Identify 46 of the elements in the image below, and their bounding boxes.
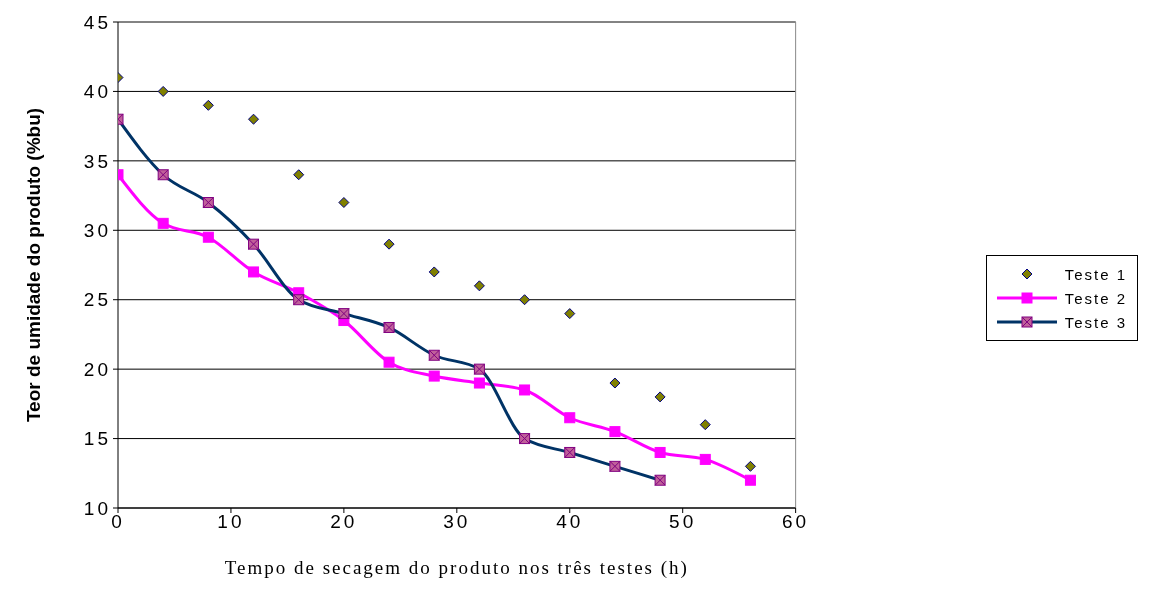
- y-tick-label: 10: [83, 497, 111, 519]
- point: [564, 412, 576, 424]
- y-tick-label: 40: [83, 81, 111, 103]
- y-tick-label: 25: [83, 289, 111, 311]
- point: [383, 238, 395, 250]
- y-tick-label: 15: [83, 428, 111, 450]
- point: [609, 426, 621, 438]
- point: [519, 294, 531, 306]
- x-tick-label: 30: [443, 511, 471, 533]
- point: [248, 266, 260, 278]
- point: [248, 113, 260, 125]
- legend-label: Teste 2: [1064, 289, 1127, 307]
- x-tick-label: 10: [217, 511, 245, 533]
- y-axis-title: Teor de umidade do produto (%bu): [22, 107, 44, 423]
- point: [564, 308, 576, 320]
- point: [699, 419, 711, 431]
- point: [654, 446, 666, 458]
- point: [654, 391, 666, 403]
- x-tick-label: 40: [556, 511, 584, 533]
- point: [202, 99, 214, 111]
- point: [383, 356, 395, 368]
- point: [699, 453, 711, 465]
- point: [473, 280, 485, 292]
- x-tick-label: 0: [111, 511, 125, 533]
- y-tick-label: 45: [83, 11, 111, 33]
- x-tick-label: 60: [782, 511, 810, 533]
- point: [473, 377, 485, 389]
- point: [157, 85, 169, 97]
- point: [202, 231, 214, 243]
- point: [428, 266, 440, 278]
- x-axis-title: Tempo de secagem do produto nos três testes (h): [224, 557, 689, 579]
- point: [744, 460, 756, 472]
- legend-label: Teste 3: [1064, 313, 1127, 331]
- point: [293, 169, 305, 181]
- point: [609, 377, 621, 389]
- point: [519, 384, 531, 396]
- x-tick-label: 50: [669, 511, 697, 533]
- point: [744, 474, 756, 486]
- point: [157, 217, 169, 229]
- x-tick-label: 20: [330, 511, 358, 533]
- y-tick-label: 35: [83, 150, 111, 172]
- y-tick-label: 30: [83, 220, 111, 242]
- point: [428, 370, 440, 382]
- y-tick-label: 20: [83, 358, 111, 380]
- point: [338, 197, 350, 209]
- legend-label: Teste 1: [1064, 265, 1127, 283]
